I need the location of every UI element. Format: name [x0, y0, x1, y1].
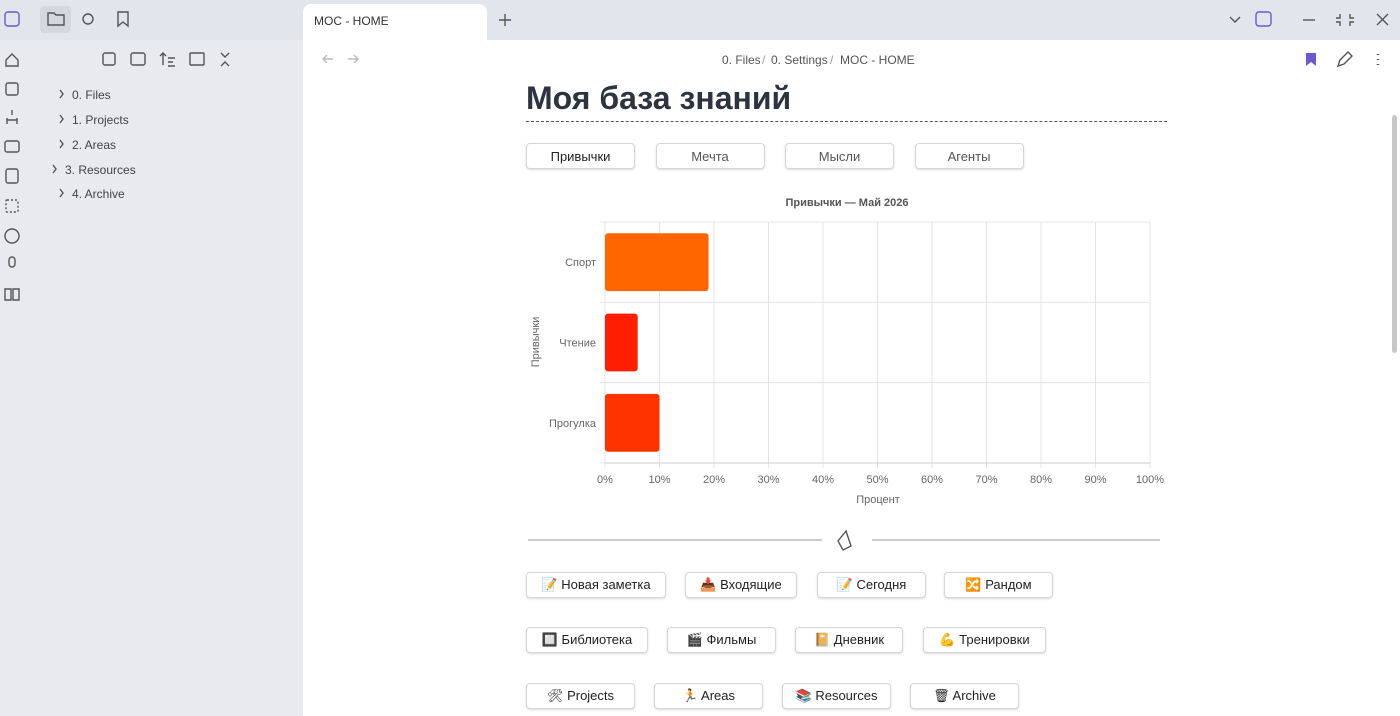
- bar: [605, 393, 660, 452]
- edit[interactable]: [1336, 51, 1353, 68]
- sidebar: [40, 40, 303, 716]
- files-tab-bg: [40, 6, 71, 33]
- right-sidebar-toggle[interactable]: [1255, 11, 1272, 27]
- tree-item[interactable]: 3. Resources: [65, 163, 136, 177]
- tree-item[interactable]: 4. Archive: [72, 187, 125, 201]
- bar: [605, 233, 709, 292]
- quick-button[interactable]: 🗑 Archive: [910, 683, 1019, 709]
- note-tab[interactable]: Мысли: [785, 143, 894, 169]
- x-tick-label: 60%: [921, 474, 943, 486]
- tab[interactable]: MOC - HOME: [303, 4, 487, 40]
- x-tick-label: 70%: [975, 474, 997, 486]
- back[interactable]: [322, 54, 333, 64]
- x-axis-label: Процент: [856, 494, 900, 506]
- x-tick-label: 50%: [866, 474, 888, 486]
- chart-title: Привычки — Май 2026: [785, 197, 908, 209]
- new-tab[interactable]: [499, 14, 511, 26]
- x-tick-label: 80%: [1030, 474, 1052, 486]
- note-tab[interactable]: Мечта: [655, 143, 765, 169]
- note-title: Моя база знаний: [526, 80, 1167, 122]
- scrollbar[interactable]: [1392, 115, 1397, 353]
- tree-item[interactable]: 1. Projects: [72, 113, 129, 127]
- files-icon[interactable]: [47, 12, 65, 26]
- x-tick-label: 40%: [812, 474, 834, 486]
- quick-button[interactable]: 🛠 Projects: [526, 683, 635, 709]
- tree-chevrons[interactable]: [52, 89, 64, 198]
- x-tick-label: 0%: [597, 474, 613, 486]
- bar: [605, 313, 638, 372]
- divider-icon: [837, 529, 852, 551]
- tree-item[interactable]: 2. Areas: [72, 138, 117, 152]
- x-tick-label: 100%: [1136, 474, 1164, 486]
- quick-button[interactable]: 📚 Resources: [782, 683, 891, 709]
- forward[interactable]: [348, 54, 359, 64]
- sidebar-toggle[interactable]: [4, 11, 20, 27]
- tab-list[interactable]: [1229, 16, 1241, 23]
- y-tick-label: Спорт: [565, 257, 596, 269]
- x-tick-label: 10%: [648, 474, 670, 486]
- quick-button[interactable]: 📝 Сегодня: [817, 572, 926, 598]
- quick-button[interactable]: 💪 Тренировки: [923, 627, 1046, 653]
- quick-button[interactable]: 🔀 Рандом: [944, 572, 1053, 598]
- quick-button[interactable]: 📥 Входящие: [685, 572, 797, 598]
- chart: Привычки — Май 2026 Процент Привычки 0% 1…: [530, 197, 1164, 506]
- quick-button[interactable]: 🏃 Areas: [654, 683, 763, 709]
- x-tick-label: 90%: [1084, 474, 1106, 486]
- breadcrumb-separator: /: [830, 53, 834, 67]
- y-axis-label: Привычки: [530, 317, 542, 368]
- x-tick-label: 30%: [757, 474, 779, 486]
- bookmark[interactable]: [1306, 53, 1316, 66]
- quick-button[interactable]: 📔 Дневник: [795, 627, 903, 653]
- breadcrumb: MOC - HOME: [840, 53, 915, 67]
- x-tick-label: 20%: [703, 474, 725, 486]
- restore[interactable]: [1336, 14, 1354, 26]
- breadcrumb[interactable]: 0. Settings: [771, 53, 828, 67]
- close-window[interactable]: [1376, 13, 1389, 26]
- quick-button[interactable]: 🎬 Фильмы: [667, 627, 776, 653]
- bookmarks-icon[interactable]: [117, 11, 129, 28]
- sidebar-actions[interactable]: [102, 52, 230, 67]
- note-tab[interactable]: Агенты: [914, 143, 1024, 169]
- tree-item[interactable]: 0. Files: [72, 88, 111, 102]
- quick-button[interactable]: 🔲 Библиотека: [526, 627, 648, 653]
- title-bar: [0, 0, 1400, 40]
- search-icon[interactable]: [82, 13, 94, 25]
- breadcrumb-separator: /: [762, 53, 766, 67]
- y-tick-label: Прогулка: [549, 418, 597, 430]
- y-tick-label: Чтение: [559, 338, 596, 350]
- tab-title: MOC - HOME: [314, 14, 389, 28]
- quick-button[interactable]: 📝 Новая заметка: [526, 572, 666, 598]
- breadcrumb[interactable]: 0. Files: [722, 53, 761, 67]
- note-tab[interactable]: Привычки: [526, 143, 635, 169]
- ribbon-icons[interactable]: [4, 53, 20, 301]
